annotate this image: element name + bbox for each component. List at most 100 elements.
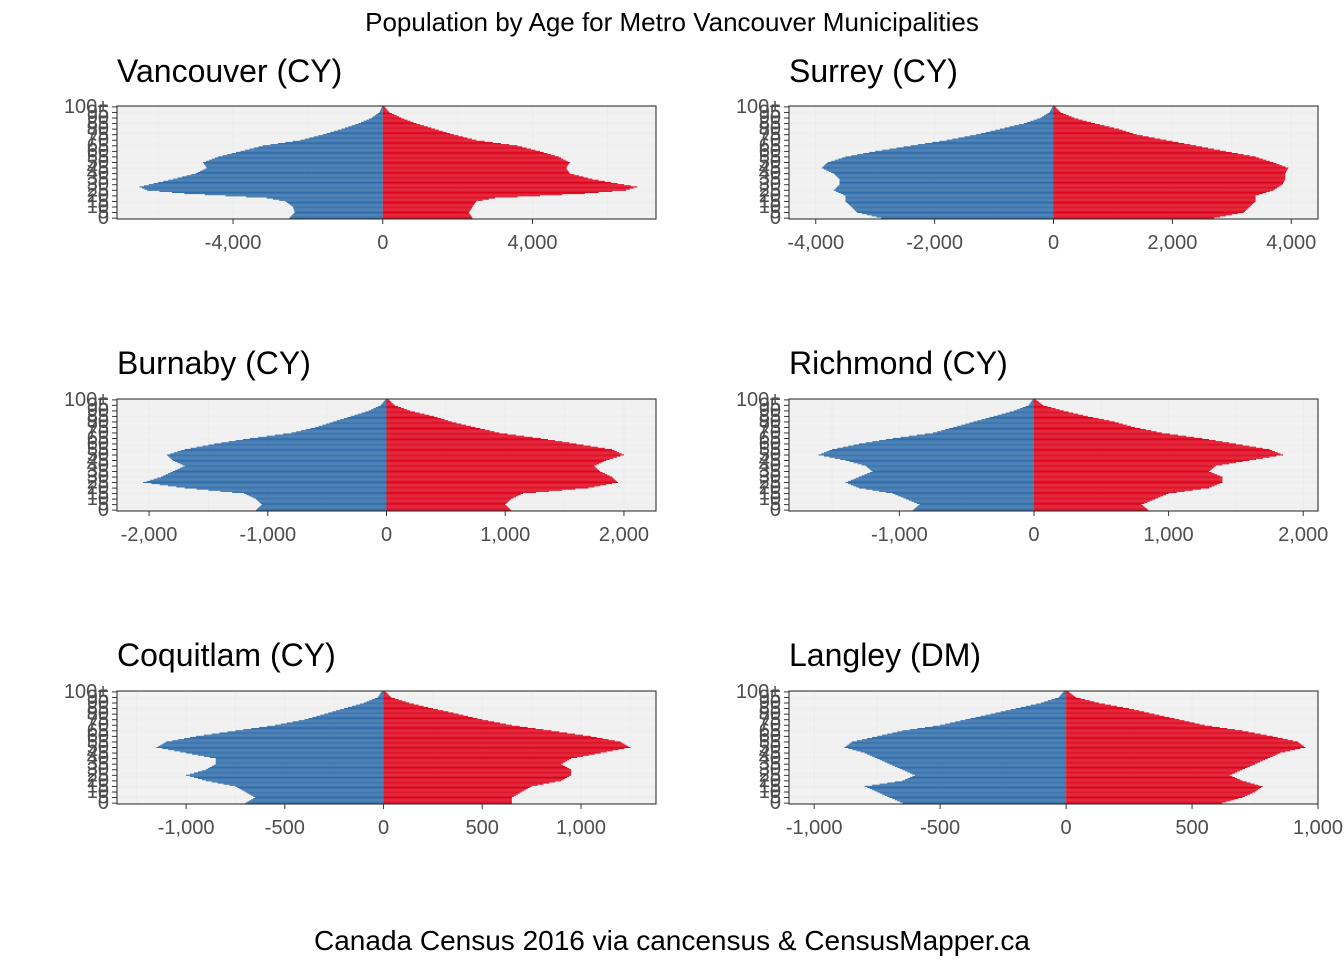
y-tick-label: 10 [759,781,781,803]
bar-female-age-13 [1066,788,1260,790]
bar-female-age-17 [1066,783,1255,785]
bar-male-age-35 [839,178,1054,180]
y-tick-label: 45 [759,157,781,179]
bar-female-age-7 [1066,794,1248,796]
x-tick-label: 0 [1028,524,1039,546]
y-tick-label: 70 [87,129,109,151]
bar-female-age-48 [382,164,569,166]
bar-female-age-46 [386,458,610,460]
bar-female-age-30 [383,769,572,771]
bar-male-age-90 [1040,702,1067,704]
y-tick-label: 35 [759,753,781,775]
bar-female-age-5 [1053,211,1244,214]
bar-male-age-47 [174,750,384,752]
y-tick-label: 5 [770,787,781,809]
bar-male-age-35 [889,763,1067,765]
bar-female-age-56 [382,155,555,157]
bar-male-age-69 [292,140,383,142]
bar-female-age-30 [1066,769,1243,771]
bar-female-age-74 [383,720,489,722]
y-tick-label: 20 [759,477,781,499]
bar-female-age-98 [382,108,387,110]
bar-male-age-27 [850,479,1034,481]
bar-female-age-77 [1033,424,1127,426]
bar-male-age-41 [861,464,1034,466]
y-tick-label: 35 [759,168,781,190]
facet-panel: 100+959085807570656055504540353025201510… [64,637,657,839]
bar-male-age-93 [1045,114,1054,116]
bar-female-age-53 [1033,451,1275,453]
y-tick-label: 60 [759,140,781,162]
bar-female-age-19 [383,781,556,783]
bar-female-age-45 [1066,752,1281,754]
bar-male-age-4 [918,505,1034,507]
bar-male-age-34 [168,179,383,181]
bar-female-age-57 [382,154,552,156]
bar-male-age-40 [215,758,384,760]
bar-male-age-81 [344,127,383,129]
bar-female-age-59 [383,736,597,738]
y-tick-label: 45 [87,742,109,764]
bar-female-age-99 [1066,692,1071,694]
bar-female-age-37 [1033,468,1212,470]
bar-male-age-69 [939,140,1054,142]
x-tick-label: -500 [265,817,305,839]
panel-title: Richmond (CY) [789,345,1008,381]
bar-female-age-54 [1053,157,1260,159]
bar-male-age-72 [958,137,1054,139]
bar-male-age-92 [373,408,387,410]
bar-male-age-23 [159,484,387,486]
bar-female-age-35 [1066,763,1256,765]
bar-female-age-79 [386,422,457,424]
bar-male-age-34 [213,764,384,766]
bar-male-age-29 [144,185,383,187]
bar-male-age-21 [201,779,384,781]
bar-female-age-89 [1066,703,1105,705]
bar-female-age-44 [386,461,604,463]
bar-female-age-63 [1033,440,1216,442]
bar-male-age-10 [851,206,1054,208]
bar-male-age-99 [1051,107,1054,109]
bar-male-age-21 [204,194,383,196]
y-tick-label: 5 [770,494,781,516]
bar-female-age-49 [386,455,621,457]
bar-female-age-60 [383,735,591,737]
bar-female-age-67 [1053,143,1185,145]
bar-female-age-2 [382,215,472,217]
bar-male-age-41 [874,756,1067,758]
bar-female-age-9 [386,499,510,501]
bar-male-age-29 [904,770,1067,772]
bar-female-age-65 [1053,145,1197,147]
bar-female-age-92 [1053,115,1069,117]
y-tick-label: 40 [87,163,109,185]
bar-male-age-33 [894,765,1067,767]
bar-male-age-45 [186,752,384,754]
bar-female-age-58 [1066,738,1283,740]
bar-male-age-75 [976,134,1054,136]
bar-male-age-45 [821,167,1054,169]
bar-male-age-57 [857,154,1054,156]
y-tick-label: 90 [759,400,781,422]
bar-male-age-54 [850,742,1067,744]
bar-female-age-91 [382,116,400,118]
y-tick-label: 10 [87,196,109,218]
bar-female-age-21 [382,194,563,196]
bar-male-age-8 [911,500,1034,502]
bar-male-age-61 [882,149,1054,151]
bar-male-age-86 [354,414,387,416]
bar-male-age-50 [156,746,384,748]
bar-male-age-39 [191,174,383,176]
bar-female-age-60 [386,443,577,445]
bar-female-age-0 [1053,217,1214,219]
y-tick-label: 10 [87,781,109,803]
bar-female-age-95 [1053,111,1061,113]
bar-female-age-55 [1066,741,1298,743]
y-tick-label: 55 [87,438,109,460]
bar-male-age-77 [975,716,1067,718]
bar-female-age-45 [1053,167,1289,169]
bar-female-age-100 [383,691,386,693]
bar-male-age-41 [209,756,384,758]
bar-female-age-36 [383,762,564,764]
bar-female-age-40 [382,173,570,175]
y-tick-label: 60 [87,433,109,455]
